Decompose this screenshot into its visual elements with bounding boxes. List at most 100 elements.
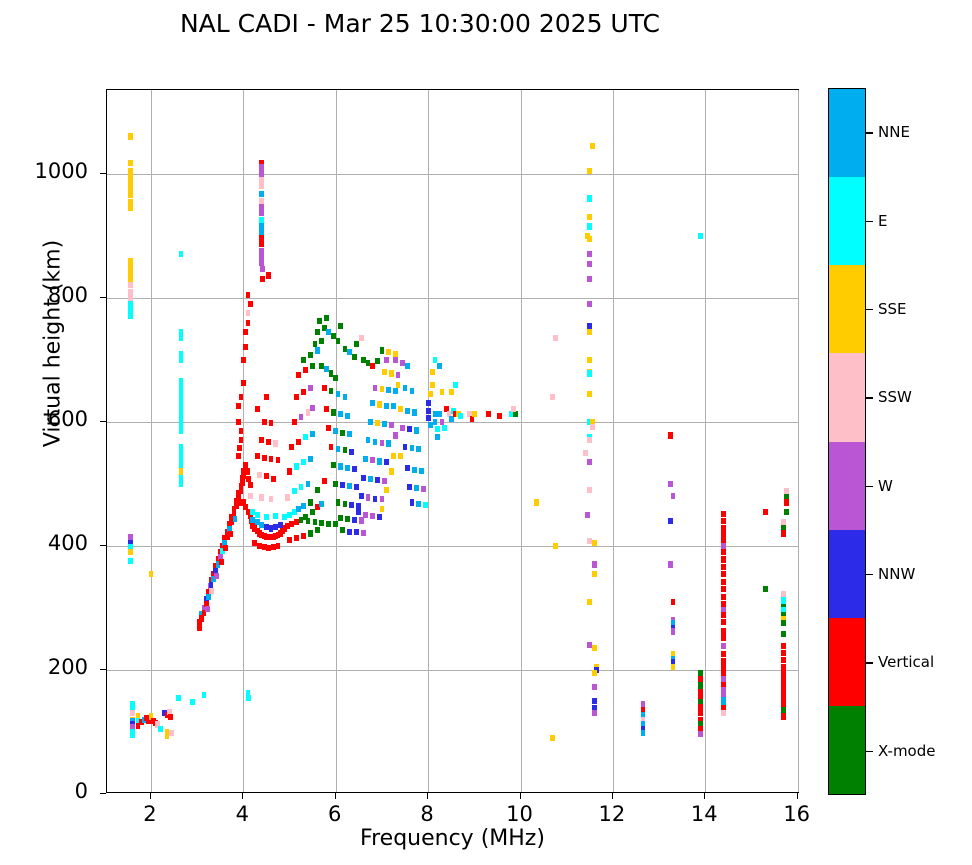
scatter-point <box>259 260 265 267</box>
scatter-point <box>300 502 306 509</box>
scatter-point <box>127 257 133 264</box>
scatter-point <box>155 721 161 728</box>
scatter-point <box>233 503 239 510</box>
scatter-point <box>324 406 329 413</box>
scatter-point <box>259 241 265 248</box>
colorbar-label-ssw: SSW <box>878 388 912 407</box>
scatter-point <box>347 349 352 356</box>
scatter-point <box>178 468 184 475</box>
colorbar-segment-e <box>829 177 865 266</box>
scatter-point <box>259 204 265 211</box>
scatter-point <box>370 457 376 464</box>
scatter-point <box>388 370 394 377</box>
scatter-point <box>377 458 383 465</box>
scatter-point <box>237 500 243 507</box>
scatter-point <box>127 558 133 565</box>
scatter-point <box>425 415 431 422</box>
scatter-point <box>370 400 376 407</box>
scatter-point <box>721 536 727 543</box>
scatter-point <box>305 518 311 525</box>
scatter-point <box>326 520 332 527</box>
scatter-point <box>148 713 154 720</box>
scatter-point <box>178 443 184 450</box>
colorbar-tick <box>866 750 873 753</box>
scatter-point <box>402 384 408 391</box>
scatter-point <box>305 409 311 416</box>
scatter-point <box>127 186 133 193</box>
y-axis-label: Virtual height (km) <box>40 239 66 448</box>
scatter-point <box>721 705 727 712</box>
scatter-point <box>331 333 336 340</box>
scatter-point <box>130 723 135 731</box>
scatter-point <box>430 381 436 388</box>
scatter-point <box>698 232 704 239</box>
scatter-point <box>354 483 359 491</box>
scatter-point <box>250 508 255 515</box>
scatter-point <box>287 511 292 518</box>
scatter-point <box>358 493 364 500</box>
scatter-point <box>721 669 727 677</box>
scatter-point <box>127 269 133 277</box>
scatter-point <box>721 701 727 708</box>
scatter-point <box>781 713 787 720</box>
scatter-point <box>127 539 133 546</box>
scatter-point <box>246 475 252 482</box>
scatter-point <box>236 403 242 410</box>
scatter-point <box>319 500 325 507</box>
scatter-point <box>416 446 422 453</box>
scatter-point <box>178 350 184 357</box>
scatter-point <box>781 620 787 627</box>
colorbar-tick <box>866 485 873 488</box>
scatter-point <box>781 616 787 623</box>
scatter-point <box>421 485 426 492</box>
scatter-point <box>372 438 378 445</box>
x-axis-tick <box>334 793 336 799</box>
scatter-point <box>349 448 355 455</box>
scatter-point <box>254 519 260 526</box>
scatter-point <box>354 529 359 536</box>
scatter-point <box>781 688 787 695</box>
scatter-point <box>356 508 362 515</box>
scatter-point <box>220 547 225 554</box>
y-axis-tick <box>100 544 106 546</box>
scatter-point <box>589 142 595 149</box>
scatter-point <box>670 617 676 624</box>
scatter-point <box>432 418 438 425</box>
scatter-point <box>592 697 597 705</box>
scatter-point <box>337 463 343 470</box>
x-axis-tick-label: 12 <box>598 802 626 826</box>
scatter-point <box>245 319 251 326</box>
scatter-point <box>698 725 704 732</box>
scatter-point <box>130 710 135 717</box>
scatter-point <box>432 356 438 363</box>
scatter-point <box>781 707 787 714</box>
scatter-point <box>698 710 704 717</box>
scatter-point <box>236 418 242 425</box>
scatter-point <box>762 586 768 593</box>
scatter-point <box>127 159 133 166</box>
scatter-point <box>273 513 279 520</box>
scatter-point <box>425 407 431 414</box>
scatter-point <box>485 411 491 418</box>
colorbar-label-w: W <box>878 476 893 495</box>
scatter-point <box>206 594 212 601</box>
scatter-point <box>335 446 341 453</box>
scatter-point <box>668 561 674 568</box>
scatter-point <box>379 439 385 446</box>
y-axis-tick-label: 400 <box>47 530 88 555</box>
scatter-point <box>365 494 371 501</box>
scatter-point <box>402 443 408 450</box>
scatter-point <box>587 251 593 258</box>
scatter-point <box>201 609 207 616</box>
scatter-point <box>640 711 646 718</box>
scatter-point <box>236 495 242 502</box>
scatter-point <box>224 529 230 536</box>
scatter-point <box>273 524 279 531</box>
scatter-point <box>395 381 401 388</box>
scatter-point <box>698 704 704 711</box>
scatter-point <box>592 645 597 652</box>
scatter-point <box>446 411 452 418</box>
scatter-point <box>264 473 269 480</box>
scatter-point <box>130 732 135 739</box>
scatter-point <box>781 694 787 701</box>
